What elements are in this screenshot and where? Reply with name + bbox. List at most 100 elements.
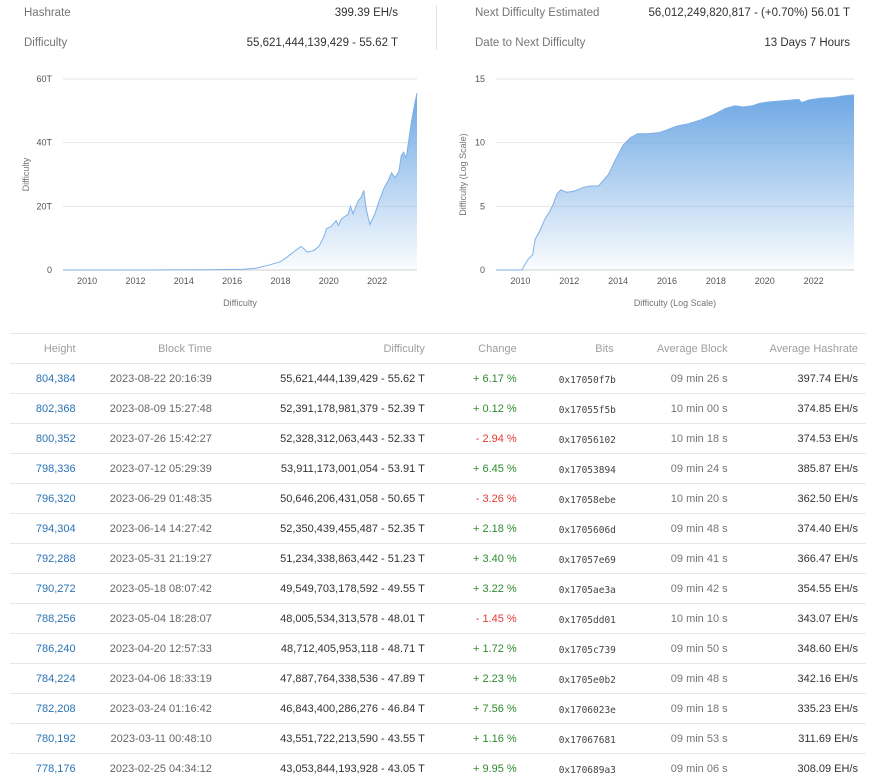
- column-header-difficulty: Difficulty: [211, 333, 425, 364]
- area-fill: [496, 94, 854, 271]
- y-axis-title: Difficulty (Log Scale): [458, 133, 468, 215]
- series-line[interactable]: [63, 92, 418, 271]
- change-cell: + 3.40 %: [424, 543, 517, 574]
- block-height-link[interactable]: 790,272: [35, 582, 76, 595]
- difficulty-cell: 50,646,206,431,058 - 50.65 T: [211, 483, 425, 514]
- stat-label: Date to Next Difficulty: [475, 37, 586, 49]
- difficulty-cell: 43,053,844,193,928 - 43.05 T: [211, 753, 425, 777]
- block-height-link[interactable]: 786,240: [35, 642, 76, 655]
- block-height-link[interactable]: 788,256: [35, 612, 76, 625]
- y-tick-label: 20T: [36, 201, 52, 211]
- average-hashrate-cell: 348.60 EH/s: [727, 633, 866, 664]
- stats-panel-current: Hashrate 399.39 EH/s Difficulty 55,621,4…: [24, 0, 398, 56]
- change-value: - 3.26 %: [475, 492, 517, 505]
- average-hashrate-cell: 397.74 EH/s: [727, 363, 866, 394]
- block-height-link[interactable]: 784,224: [35, 672, 76, 685]
- difficulty-adjustments-table: Height Block Time Difficulty Change Bits…: [10, 333, 866, 777]
- change-cell: - 2.94 %: [424, 423, 517, 454]
- x-tick-label: 2012: [559, 276, 579, 286]
- stat-value: 13 Days 7 Hours: [764, 37, 850, 49]
- bits-cell: 0x1705e0b2: [516, 663, 616, 694]
- block-height-link[interactable]: 780,192: [35, 732, 76, 745]
- change-value: + 6.17 %: [472, 372, 517, 385]
- block-time-cell: 2023-05-04 18:28:07: [75, 603, 212, 634]
- column-header-average-block: Average Block: [613, 333, 728, 364]
- average-block-cell: 09 min 50 s: [613, 633, 728, 664]
- average-block-cell: 10 min 18 s: [613, 423, 728, 454]
- series-line[interactable]: [496, 94, 855, 271]
- block-height-link[interactable]: 794,304: [35, 522, 76, 535]
- change-cell: + 1.16 %: [424, 723, 517, 754]
- change-cell: + 7.56 %: [424, 693, 517, 724]
- block-time-cell: 2023-08-09 15:27:48: [75, 393, 212, 424]
- average-block-cell: 09 min 18 s: [613, 693, 728, 724]
- block-time-cell: 2023-08-22 20:16:39: [75, 363, 212, 394]
- change-cell: + 2.18 %: [424, 513, 517, 544]
- block-height-link[interactable]: 792,288: [35, 552, 76, 565]
- average-block-cell: 09 min 26 s: [613, 363, 728, 394]
- block-time-cell: 2023-07-26 15:42:27: [75, 423, 212, 454]
- table-row: 802,368 2023-08-09 15:27:48 52,391,178,9…: [10, 393, 866, 424]
- difficulty-chart[interactable]: 0 20T 40T 60T 2010 2012 2014 2016 2018 2020 2022 Di…: [0, 66, 430, 318]
- change-value: + 3.40 %: [472, 552, 517, 565]
- y-tick-label: 0: [480, 265, 485, 275]
- block-height-link[interactable]: 800,352: [35, 432, 76, 445]
- stat-next-difficulty: Next Difficulty Estimated 56,012,249,820…: [475, 3, 850, 23]
- y-tick-label: 15: [475, 74, 485, 84]
- x-tick-label: 2020: [319, 276, 339, 286]
- table-row: 800,352 2023-07-26 15:42:27 52,328,312,0…: [10, 423, 866, 454]
- block-height-link[interactable]: 782,208: [35, 702, 76, 715]
- height-cell: 792,288: [10, 543, 76, 574]
- column-header-block-time: Block Time: [75, 333, 212, 364]
- block-height-link[interactable]: 798,336: [35, 462, 76, 475]
- bits-cell: 0x17056102: [516, 423, 616, 454]
- block-height-link[interactable]: 804,384: [35, 372, 76, 385]
- x-tick-label: 2016: [222, 276, 242, 286]
- height-cell: 804,384: [10, 363, 76, 394]
- change-cell: + 1.72 %: [424, 633, 517, 664]
- bits-cell: 0x170689a3: [516, 753, 616, 777]
- table-row: 794,304 2023-06-14 14:27:42 52,350,439,4…: [10, 513, 866, 544]
- y-tick-label: 60T: [36, 74, 52, 84]
- stats-panel-next: Next Difficulty Estimated 56,012,249,820…: [475, 0, 850, 56]
- block-height-link[interactable]: 802,368: [35, 402, 76, 415]
- x-tick-label: 2018: [706, 276, 726, 286]
- height-cell: 780,192: [10, 723, 76, 754]
- column-header-average-hashrate: Average Hashrate: [727, 333, 866, 364]
- x-tick-label: 2012: [125, 276, 145, 286]
- average-hashrate-cell: 374.40 EH/s: [727, 513, 866, 544]
- block-height-link[interactable]: 796,320: [35, 492, 76, 505]
- block-time-cell: 2023-04-20 12:57:33: [75, 633, 212, 664]
- block-time-cell: 2023-06-14 14:27:42: [75, 513, 212, 544]
- column-header-height: Height: [10, 333, 76, 364]
- difficulty-chart-svg[interactable]: 0 20T 40T 60T 2010 2012 2014 2016 2018 2020 2022 Di…: [0, 66, 430, 318]
- difficulty-cell: 52,328,312,063,443 - 52.33 T: [211, 423, 425, 454]
- block-time-cell: 2023-03-11 00:48:10: [75, 723, 212, 754]
- difficulty-cell: 53,911,173,001,054 - 53.91 T: [211, 453, 425, 484]
- x-tick-label: 2010: [77, 276, 97, 286]
- table-row: 784,224 2023-04-06 18:33:19 47,887,764,3…: [10, 663, 866, 694]
- table-row: 790,272 2023-05-18 08:07:42 49,549,703,1…: [10, 573, 866, 604]
- height-cell: 782,208: [10, 693, 76, 724]
- bits-cell: 0x1705606d: [516, 513, 616, 544]
- table-row: 778,176 2023-02-25 04:34:12 43,053,844,1…: [10, 753, 866, 777]
- bits-cell: 0x17055f5b: [516, 393, 616, 424]
- difficulty-cell: 52,350,439,455,487 - 52.35 T: [211, 513, 425, 544]
- change-value: + 9.95 %: [472, 762, 517, 775]
- table-row: 782,208 2023-03-24 01:16:42 46,843,400,2…: [10, 693, 866, 724]
- block-time-cell: 2023-03-24 01:16:42: [75, 693, 212, 724]
- difficulty-log-chart[interactable]: 0 5 10 15 2010 2012 2014 2016 2018 2020 2022 Diffic…: [440, 66, 878, 318]
- change-cell: + 9.95 %: [424, 753, 517, 777]
- change-value: + 2.23 %: [472, 672, 517, 685]
- difficulty-log-chart-svg[interactable]: 0 5 10 15 2010 2012 2014 2016 2018 2020 2022 Diffic…: [440, 66, 878, 318]
- block-height-link[interactable]: 778,176: [35, 762, 76, 775]
- average-hashrate-cell: 366.47 EH/s: [727, 543, 866, 574]
- stat-value: 56,012,249,820,817 - (+0.70%) 56.01 T: [648, 7, 850, 19]
- stat-label: Difficulty: [24, 37, 68, 49]
- average-block-cell: 09 min 41 s: [613, 543, 728, 574]
- change-value: - 1.45 %: [475, 612, 517, 625]
- change-value: - 2.94 %: [475, 432, 517, 445]
- bits-cell: 0x17067681: [516, 723, 616, 754]
- x-tick-label: 2018: [270, 276, 290, 286]
- stat-label: Next Difficulty Estimated: [475, 7, 600, 19]
